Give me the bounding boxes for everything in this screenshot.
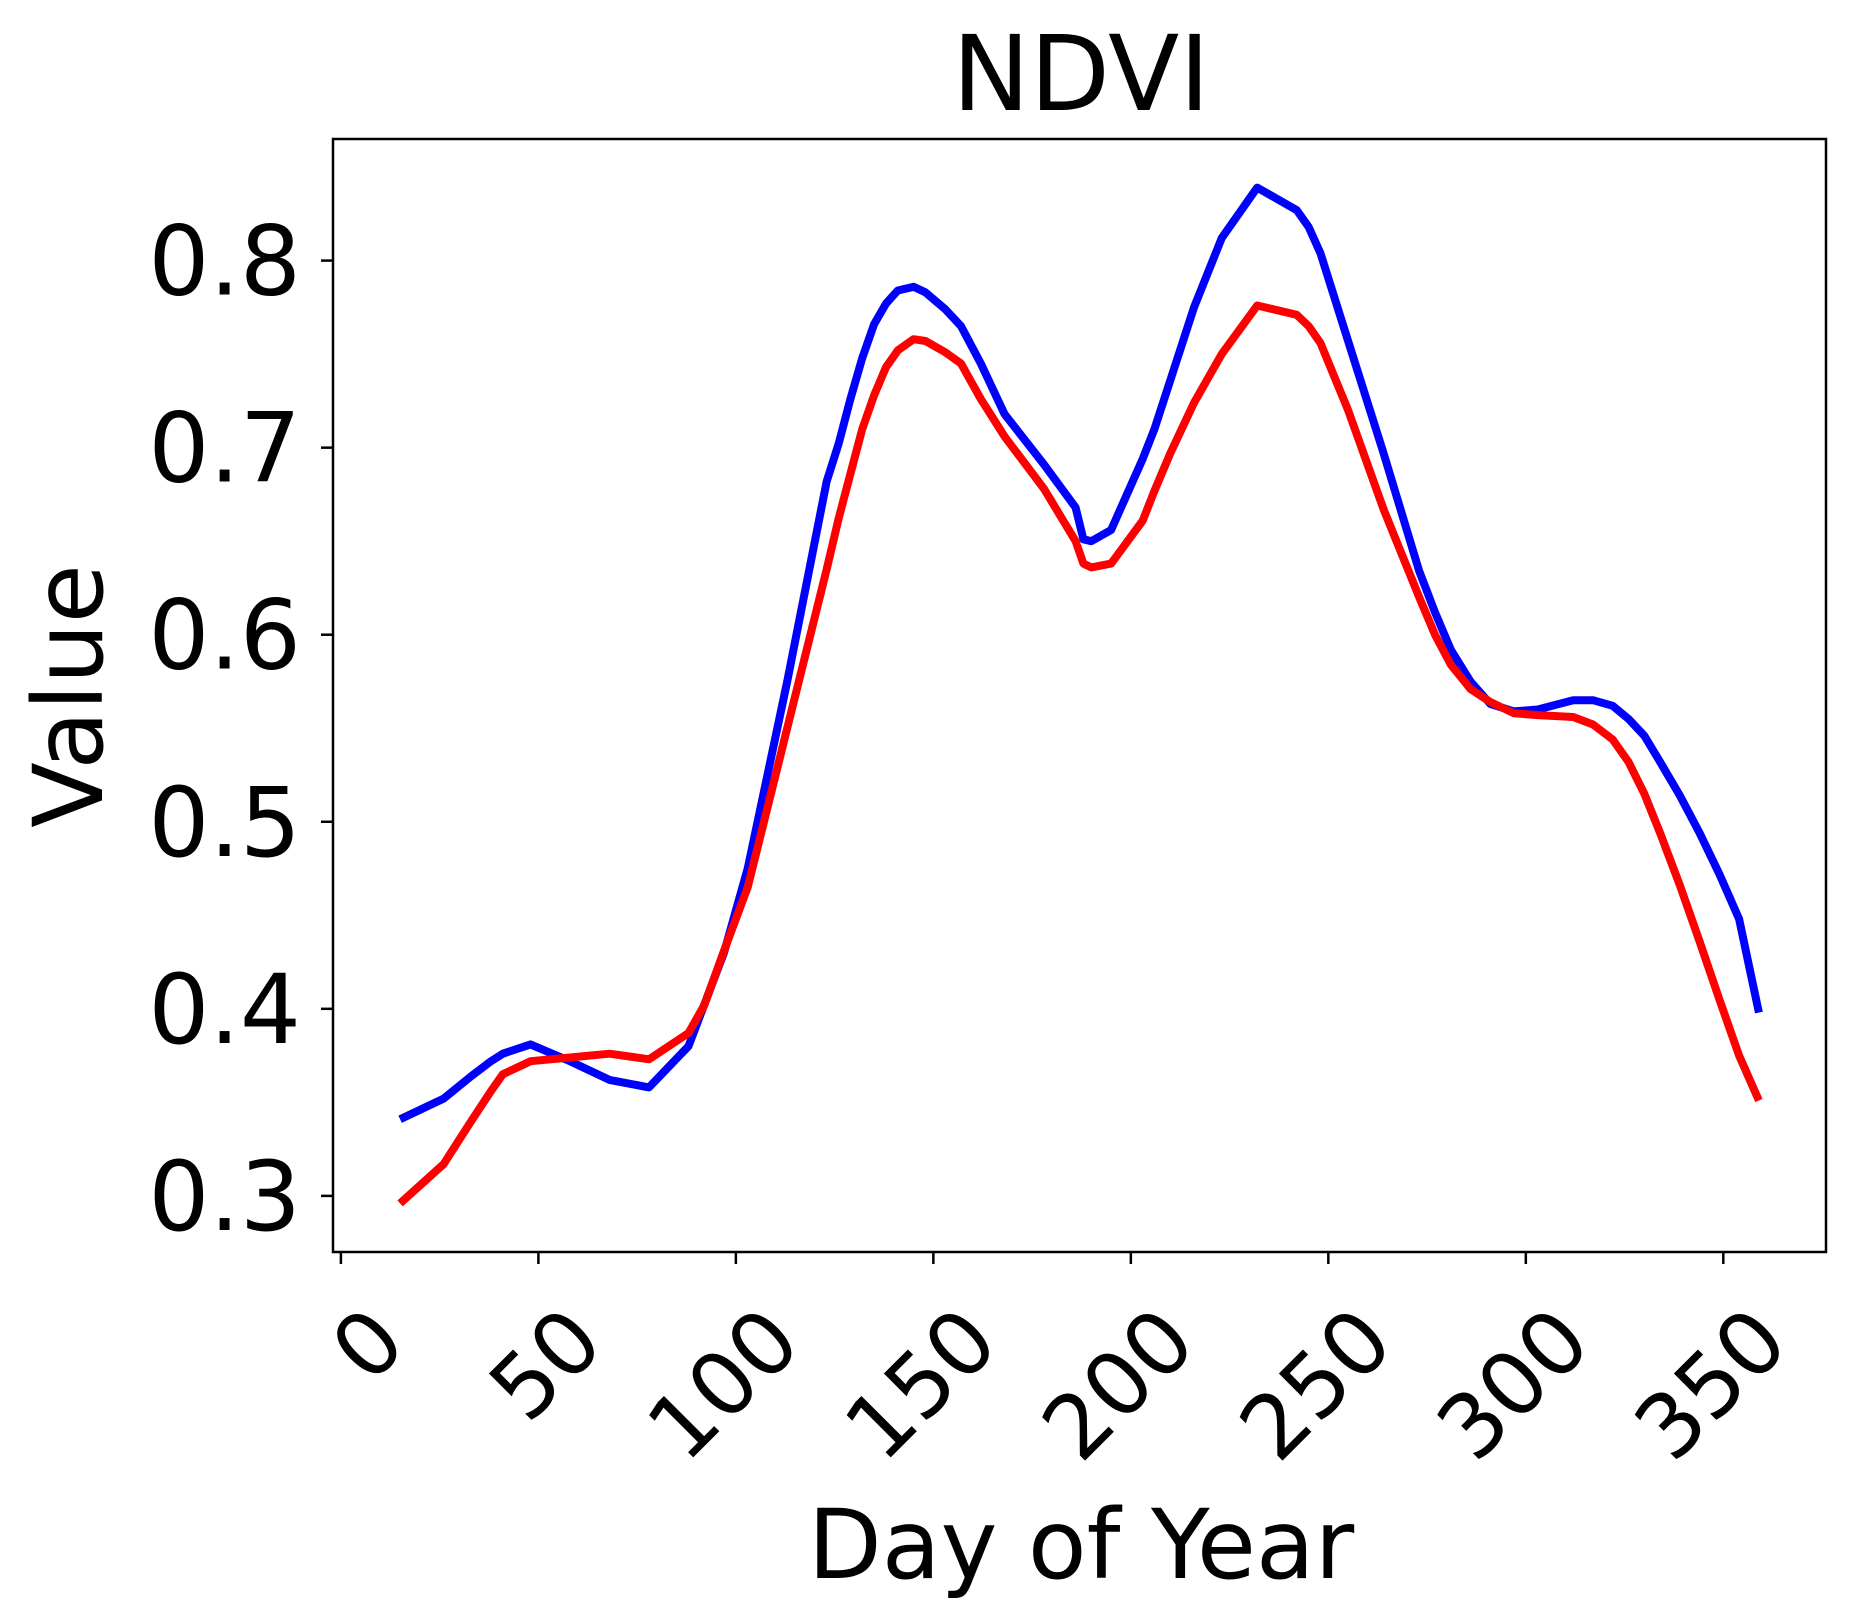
chart-title: NDVI xyxy=(952,13,1210,135)
series-layer xyxy=(397,183,1763,1207)
y-tick-label: 0.7 xyxy=(148,393,301,505)
y-tick-label: 0.8 xyxy=(148,206,301,318)
y-tick-label: 0.4 xyxy=(148,954,301,1066)
y-axis: 0.3 0.4 0.5 0.6 0.7 0.8 xyxy=(148,206,333,1253)
y-axis-title: Value xyxy=(13,564,125,828)
series-line-2 xyxy=(397,301,1763,1207)
y-tick-label: 0.3 xyxy=(148,1141,301,1253)
plot-frame xyxy=(331,137,1828,1254)
y-tick-label: 0.5 xyxy=(148,767,301,879)
x-axis-title: Day of Year xyxy=(808,1489,1355,1601)
y-tick-label: 0.6 xyxy=(148,580,301,692)
